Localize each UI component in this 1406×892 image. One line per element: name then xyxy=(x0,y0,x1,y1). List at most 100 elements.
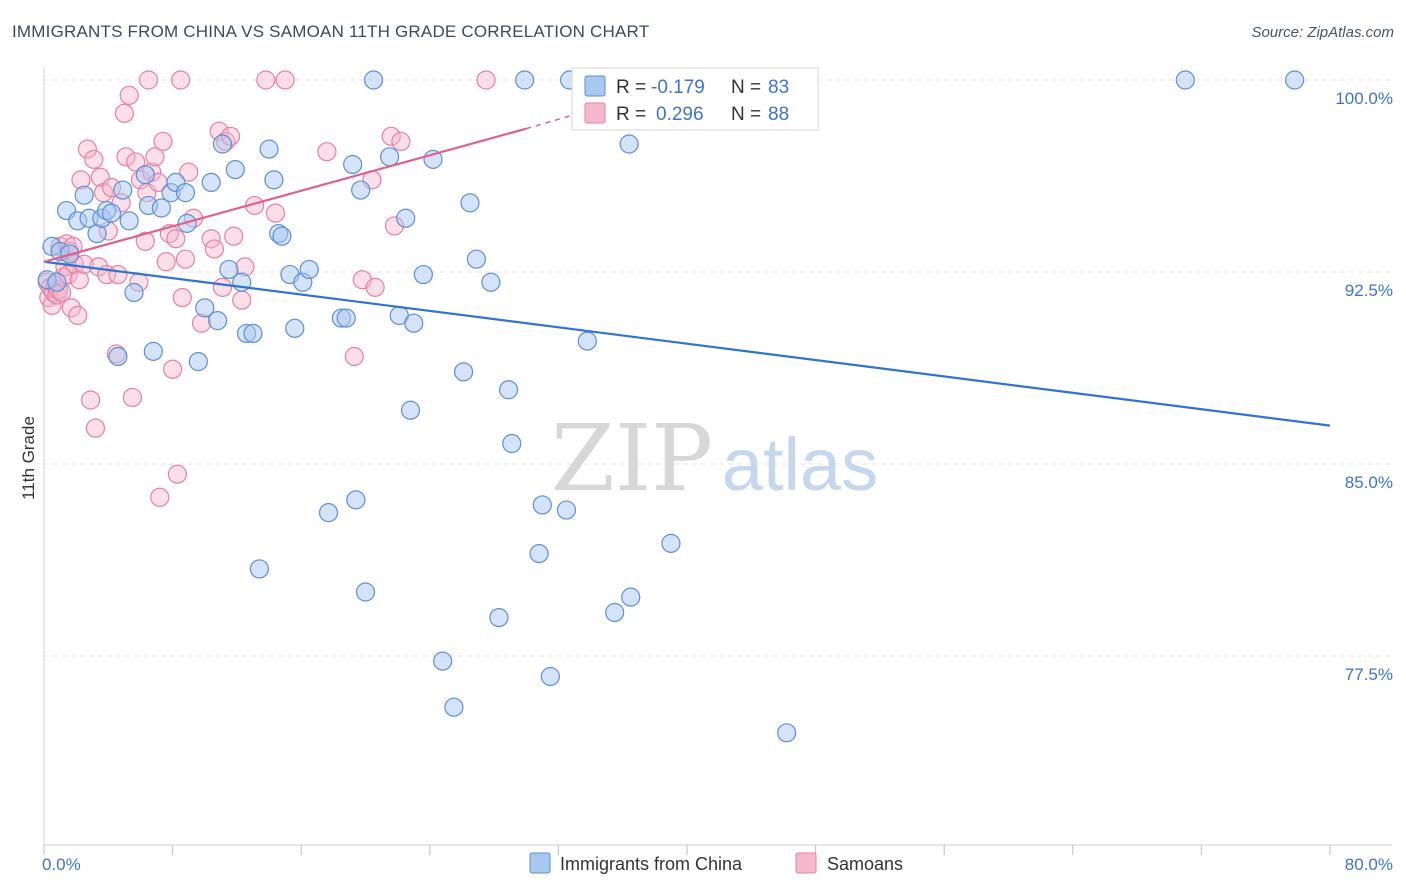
samoans-point xyxy=(381,126,401,146)
china-point xyxy=(108,346,128,367)
china-point xyxy=(460,193,480,213)
china-point xyxy=(1175,70,1195,90)
samoans-point xyxy=(175,249,196,269)
legend-r-label: R = xyxy=(616,77,646,98)
y-tick-labels: 100.0% 92.5% 85.0% 77.5% xyxy=(1335,89,1393,684)
legend-n-value: 83 xyxy=(768,77,789,98)
samoans-point xyxy=(108,264,128,285)
legend-r-value: 0.296 xyxy=(656,104,704,125)
china-point xyxy=(453,362,474,382)
china-point xyxy=(502,433,522,454)
samoans-point xyxy=(114,103,134,123)
samoans-point xyxy=(256,70,276,90)
china-point xyxy=(336,308,356,328)
samoans-points xyxy=(37,70,496,507)
china-point xyxy=(489,607,509,628)
samoans-point xyxy=(81,390,101,410)
china-point xyxy=(243,323,263,344)
legend-swatch-china xyxy=(584,75,606,97)
samoans-point xyxy=(69,270,89,290)
samoans-point xyxy=(317,142,337,162)
samoans-point xyxy=(344,346,364,367)
samoans-point xyxy=(74,254,94,274)
samoans-point xyxy=(150,487,170,507)
china-point xyxy=(272,226,292,246)
samoans-point xyxy=(77,139,98,159)
samoans-point xyxy=(84,149,104,169)
china-point xyxy=(259,139,279,159)
china-point xyxy=(47,272,67,292)
china-point xyxy=(363,70,384,90)
samoans-point xyxy=(163,359,183,379)
china-point xyxy=(1285,70,1305,90)
watermark-zip: ZIP xyxy=(551,405,713,512)
x-tick-label: 0.0% xyxy=(42,855,81,874)
samoans-point xyxy=(204,239,224,259)
samoans-point xyxy=(68,305,88,326)
bottom-legend-swatch-samoans xyxy=(795,852,817,874)
china-point xyxy=(621,587,641,607)
china-point xyxy=(355,582,376,602)
china-point xyxy=(661,533,681,553)
china-point xyxy=(433,651,453,671)
china-point xyxy=(540,666,560,687)
china-point xyxy=(346,490,366,510)
china-trendline xyxy=(43,260,1331,427)
china-point xyxy=(201,172,221,192)
samoans-point xyxy=(156,252,176,272)
china-point xyxy=(532,495,552,515)
china-point xyxy=(556,500,577,520)
gridlines xyxy=(44,79,1392,657)
china-point xyxy=(151,198,171,218)
legend-n-label: N = xyxy=(731,77,761,98)
china-point xyxy=(605,602,625,623)
watermark: ZIP atlas xyxy=(551,405,878,512)
china-point xyxy=(380,147,400,167)
china-point xyxy=(143,341,163,361)
samoans-point xyxy=(171,70,191,90)
china-point xyxy=(299,259,319,280)
china-point xyxy=(285,318,305,338)
samoans-point xyxy=(476,70,496,90)
correlation-legend: R = -0.179 N = 83 R = 0.296 N = 88 xyxy=(571,67,819,131)
china-point xyxy=(249,559,270,579)
samoans-point xyxy=(265,203,286,223)
china-point xyxy=(74,185,94,205)
samoans-point xyxy=(145,147,165,167)
legend-r-value: -0.179 xyxy=(651,77,705,98)
china-point xyxy=(208,311,228,331)
samoans-point xyxy=(365,277,385,297)
samoans-point xyxy=(85,418,106,438)
legend-n-value: 88 xyxy=(768,104,789,125)
china-point xyxy=(318,503,339,523)
samoans-point xyxy=(166,229,186,249)
legend-r-label: R = xyxy=(616,104,646,125)
samoans-point xyxy=(167,464,188,484)
china-point xyxy=(619,134,639,154)
china-point xyxy=(124,282,144,303)
china-point xyxy=(466,249,487,269)
china-point xyxy=(113,180,133,200)
china-point xyxy=(219,259,239,280)
china-point xyxy=(212,134,233,154)
samoans-trendline xyxy=(43,127,527,263)
china-point xyxy=(343,154,363,175)
samoans-point xyxy=(135,231,155,251)
legend-box xyxy=(571,67,819,131)
samoans-point xyxy=(116,147,136,167)
bottom-legend-samoans: Samoans xyxy=(827,854,903,874)
china-point xyxy=(404,313,424,333)
source-label: Source: ZipAtlas.com xyxy=(1251,24,1394,41)
legend-n-label: N = xyxy=(731,104,761,125)
series-legend: Immigrants from China Samoans xyxy=(529,852,903,874)
y-tick-label: 77.5% xyxy=(1345,665,1393,684)
y-tick-label: 100.0% xyxy=(1335,89,1393,108)
china-point xyxy=(481,272,501,292)
x-tick-label: 80.0% xyxy=(1345,855,1393,874)
china-point xyxy=(264,170,284,190)
china-point xyxy=(101,203,122,223)
legend-swatch-samoans xyxy=(584,102,606,124)
samoans-point xyxy=(172,288,192,308)
y-tick-label: 92.5% xyxy=(1345,281,1393,300)
